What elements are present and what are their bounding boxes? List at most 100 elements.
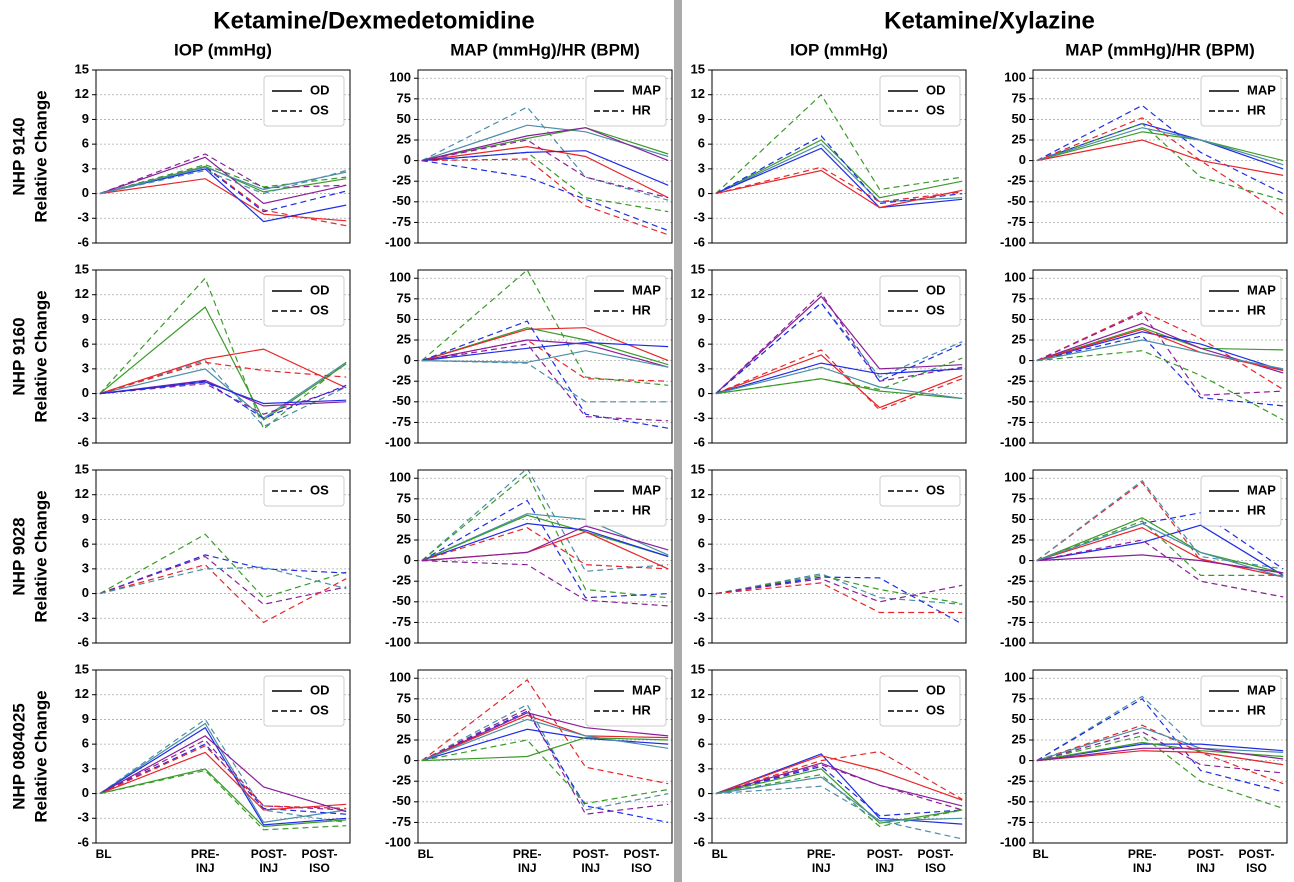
y-axis-label: Relative Change xyxy=(31,290,50,422)
series-line xyxy=(715,578,963,603)
legend-label: OD xyxy=(926,682,946,697)
series-line xyxy=(421,718,669,762)
y-tick-label: 0 xyxy=(698,585,705,600)
legend-label: OS xyxy=(926,482,945,497)
legend-box xyxy=(585,475,667,527)
y-tick-label: 75 xyxy=(1012,490,1026,505)
series-line xyxy=(99,745,347,809)
y-tick-label: 0 xyxy=(1019,152,1026,167)
y-tick-label: -75 xyxy=(392,414,411,429)
legend-label: MAP xyxy=(1247,482,1276,497)
plot-frame xyxy=(1032,469,1288,644)
legend-label: OS xyxy=(310,702,329,717)
y-tick-label: -50 xyxy=(392,793,411,808)
y-tick-label: 15 xyxy=(691,61,705,76)
series-line xyxy=(421,341,669,362)
series-line xyxy=(99,361,347,395)
series-line xyxy=(99,383,347,415)
y-tick-label: -25 xyxy=(1007,773,1026,788)
y-tick-label: 12 xyxy=(691,286,705,301)
legend-label: OD xyxy=(926,82,946,97)
series-line xyxy=(421,513,669,562)
y-tick-label: -3 xyxy=(77,810,89,825)
legend-box xyxy=(879,275,961,327)
x-tick-label: POST- ISO xyxy=(917,847,954,875)
y-tick-label: 100 xyxy=(1004,70,1026,85)
y-tick-label: 25 xyxy=(397,731,411,746)
series-line xyxy=(715,357,963,395)
series-line xyxy=(99,168,347,223)
series-line xyxy=(99,306,347,421)
legend-box xyxy=(585,675,667,727)
x-tick-label: PRE- INJ xyxy=(1127,847,1157,875)
legend-box xyxy=(1200,475,1282,527)
series-line xyxy=(421,327,669,362)
series-line xyxy=(421,150,669,186)
y-tick-label: 9 xyxy=(82,511,89,526)
y-tick-label: -6 xyxy=(693,234,705,249)
series-line xyxy=(715,93,963,195)
series-line xyxy=(715,143,963,203)
y-tick-label: 50 xyxy=(397,311,411,326)
series-line xyxy=(421,339,669,368)
y-tick-label: 15 xyxy=(691,661,705,676)
group-title: Ketamine/Dexmedetomidine xyxy=(213,7,534,34)
series-line xyxy=(421,525,669,562)
y-tick-label: -75 xyxy=(392,214,411,229)
y-tick-label: 75 xyxy=(397,490,411,505)
y-tick-label: 100 xyxy=(389,70,411,85)
plot-frame xyxy=(95,669,351,844)
series-line xyxy=(1036,139,1284,176)
series-line xyxy=(1036,539,1284,598)
series-line xyxy=(1036,328,1284,372)
series-line xyxy=(421,320,669,429)
y-tick-label: 9 xyxy=(698,111,705,126)
series-line xyxy=(99,751,347,811)
y-tick-label: 25 xyxy=(397,531,411,546)
legend-label: OS xyxy=(926,302,945,317)
series-line xyxy=(421,350,669,368)
series-line xyxy=(421,710,669,823)
x-tick-label: POST- ISO xyxy=(301,847,338,875)
y-tick-label: 3 xyxy=(698,160,705,175)
y-tick-label: 9 xyxy=(82,111,89,126)
series-line xyxy=(1036,522,1284,578)
series-line xyxy=(421,531,669,570)
y-tick-label: -3 xyxy=(77,610,89,625)
legend-label: HR xyxy=(1247,502,1266,517)
y-tick-label: 50 xyxy=(1012,511,1026,526)
legend-label: MAP xyxy=(1247,682,1276,697)
y-tick-label: 6 xyxy=(698,136,705,151)
legend-label: MAP xyxy=(1247,282,1276,297)
row-label: NHP 9160 xyxy=(9,317,28,395)
y-tick-label: -100 xyxy=(385,634,411,649)
y-tick-label: 100 xyxy=(389,270,411,285)
series-line xyxy=(99,533,347,599)
legend-label: OD xyxy=(310,282,330,297)
legend-label: HR xyxy=(632,302,651,317)
y-tick-label: -3 xyxy=(693,410,705,425)
y-tick-label: 12 xyxy=(75,86,89,101)
series-line xyxy=(715,755,963,801)
y-tick-label: -25 xyxy=(1007,373,1026,388)
series-line xyxy=(715,573,963,605)
legend-label: MAP xyxy=(632,282,661,297)
y-tick-label: -75 xyxy=(1007,614,1026,629)
y-tick-label: 3 xyxy=(698,360,705,375)
y-axis-label: Relative Change xyxy=(31,490,50,622)
legend-label: MAP xyxy=(632,82,661,97)
series-line xyxy=(421,270,669,386)
series-line xyxy=(99,739,347,811)
plot-frame xyxy=(711,669,967,844)
legend-label: OS xyxy=(310,482,329,497)
series-line xyxy=(715,768,963,824)
legend-box xyxy=(879,475,961,507)
y-tick-label: 0 xyxy=(82,385,89,400)
series-line xyxy=(715,147,963,209)
series-line xyxy=(421,522,669,562)
series-line xyxy=(421,139,669,199)
series-line xyxy=(715,292,963,395)
column-title: IOP (mmHg) xyxy=(790,40,888,59)
y-tick-label: 0 xyxy=(1019,752,1026,767)
plot-frame xyxy=(417,69,673,244)
